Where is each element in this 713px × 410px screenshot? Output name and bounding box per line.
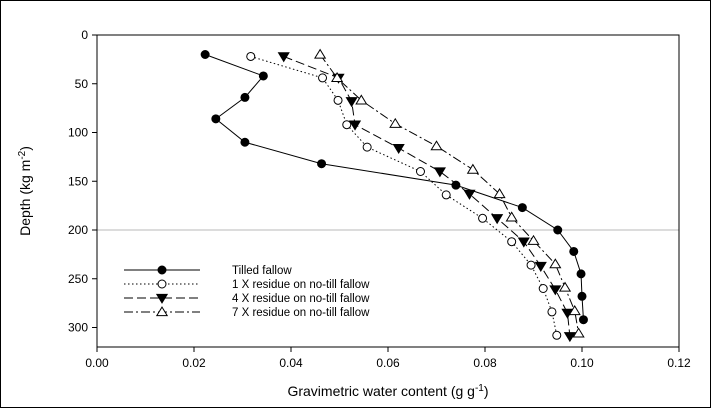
x-tick-label: 0.12	[667, 356, 691, 370]
legend-label: 4 X residue on no-till fallow	[232, 293, 370, 305]
data-point	[572, 327, 585, 338]
x-tick-label: 0.02	[182, 356, 206, 370]
data-point	[552, 330, 562, 340]
data-point	[507, 237, 517, 247]
legend-marker	[157, 279, 167, 289]
data-point	[345, 97, 358, 108]
legend-entry: 4 X residue on no-till fallow	[124, 293, 370, 305]
series-1	[200, 50, 588, 325]
data-point	[553, 225, 563, 235]
data-point	[563, 332, 576, 343]
data-point	[441, 190, 451, 200]
y-axis-title-sup: -2	[17, 150, 28, 159]
data-point	[240, 137, 250, 147]
legend-entry: 7 X residue on no-till fallow	[124, 306, 370, 319]
data-point	[277, 52, 290, 63]
data-point	[342, 120, 352, 130]
data-point	[505, 211, 518, 222]
data-point	[491, 214, 504, 225]
data-point	[463, 189, 476, 200]
data-point	[493, 188, 506, 199]
x-tick-label: 0.08	[473, 356, 497, 370]
data-point	[318, 73, 328, 83]
x-tick-label: 0.04	[279, 356, 303, 370]
legend-label: 7 X residue on no-till fallow	[232, 307, 370, 319]
x-axis-title: Gravimetric water content (g g-1)	[287, 383, 488, 399]
data-point	[478, 213, 488, 223]
data-point	[558, 281, 572, 292]
data-point	[526, 260, 536, 270]
data-point	[211, 114, 221, 124]
y-tick-label: 250	[68, 272, 88, 286]
data-point	[549, 285, 562, 296]
y-tick-label: 300	[68, 321, 88, 335]
plot-area	[96, 34, 680, 348]
data-point	[200, 50, 210, 59]
data-point	[348, 120, 362, 131]
data-point	[246, 51, 256, 61]
y-tick-label: 150	[68, 174, 88, 188]
legend-entry: Tilled fallow	[124, 265, 292, 277]
y-tick-label: 0	[81, 28, 88, 42]
data-point	[415, 167, 425, 176]
data-point	[517, 237, 530, 248]
y-axis-title: Depth (kg m-2)	[17, 146, 33, 236]
data-point	[576, 269, 586, 279]
data-point	[330, 71, 344, 83]
x-axis-title-end: )	[484, 383, 489, 399]
data-point	[527, 234, 540, 245]
legend-marker	[155, 293, 169, 304]
data-point	[389, 117, 402, 128]
data-point	[240, 92, 250, 102]
data-point	[317, 159, 327, 169]
x-axis-title-sup: -1	[475, 383, 484, 394]
data-point	[549, 258, 562, 269]
data-point	[568, 305, 581, 316]
legend-marker	[157, 265, 167, 275]
data-point	[430, 140, 443, 151]
y-tick-label: 50	[75, 77, 89, 91]
x-tick-label: 0.00	[85, 356, 109, 370]
legend-label: 1 X residue on no-till fallow	[232, 279, 370, 291]
x-tick-label: 0.06	[376, 356, 400, 370]
x-axis-title-main: Gravimetric water content (g g	[287, 383, 475, 399]
legend-entry: 1 X residue on no-till fallow	[124, 279, 370, 291]
data-point	[314, 48, 327, 59]
data-point	[433, 167, 446, 178]
y-axis-title-main: Depth (kg m	[17, 160, 33, 236]
y-tick-label: 100	[68, 126, 88, 140]
data-point	[333, 95, 343, 105]
data-point	[466, 163, 479, 174]
data-point	[355, 94, 368, 105]
data-point	[517, 203, 527, 213]
data-point	[362, 142, 372, 152]
legend-label: Tilled fallow	[232, 265, 292, 277]
legend-marker	[155, 306, 169, 317]
series-4	[314, 48, 585, 338]
y-axis-title-end: )	[17, 146, 33, 151]
data-point	[258, 71, 268, 81]
x-tick-label: 0.10	[570, 356, 594, 370]
data-point	[577, 291, 587, 301]
series-2	[246, 51, 562, 340]
data-point	[578, 315, 588, 325]
data-point	[534, 261, 547, 272]
data-point	[392, 143, 405, 155]
data-point	[569, 246, 579, 256]
data-point	[547, 307, 557, 317]
data-point	[538, 284, 548, 293]
data-point	[451, 180, 461, 190]
y-tick-label: 200	[68, 223, 88, 237]
